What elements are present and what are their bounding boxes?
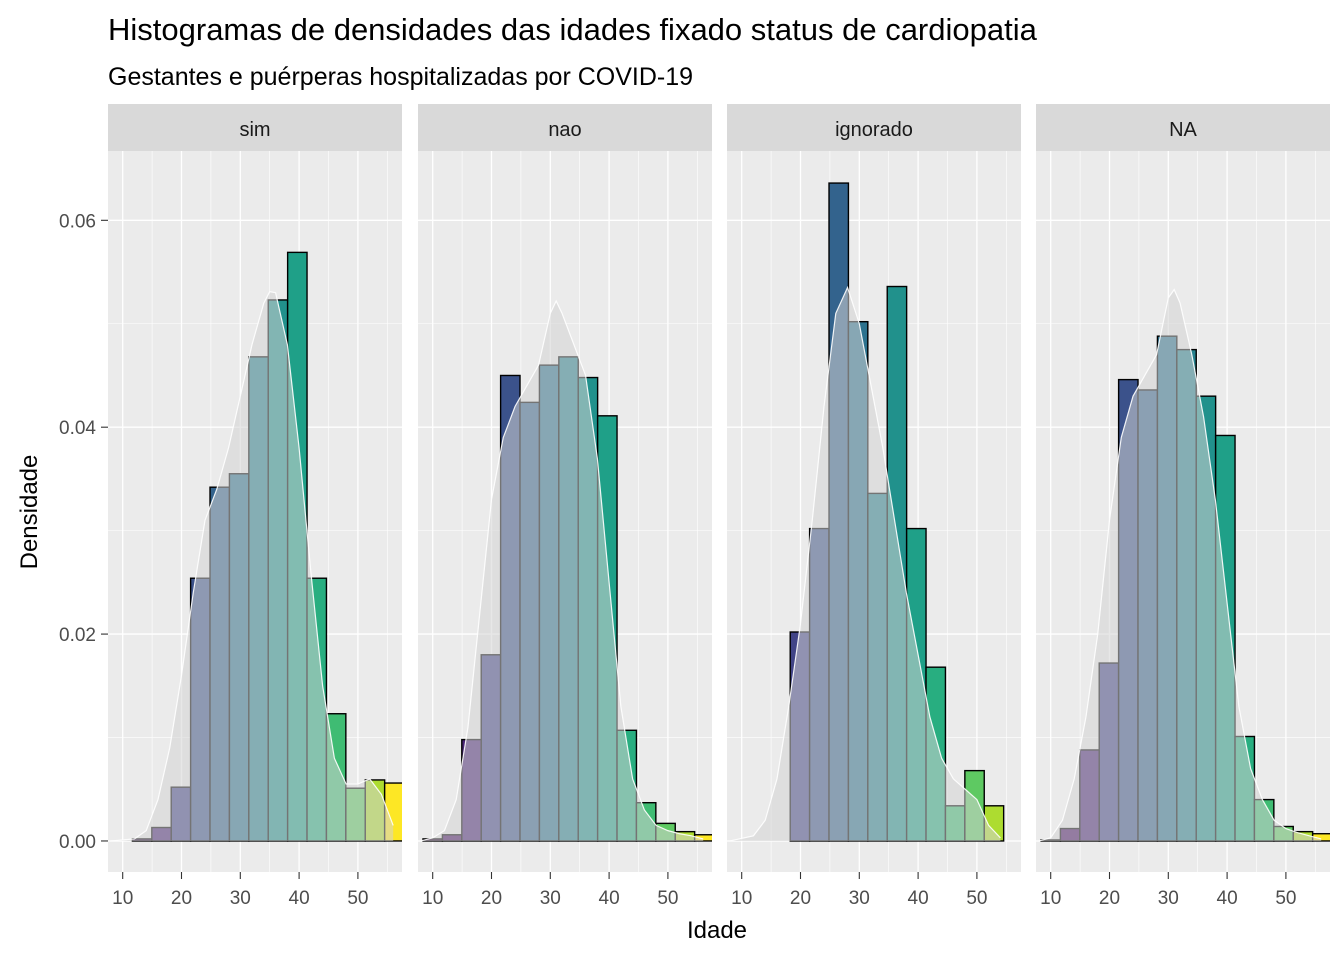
facet-strip-label: NA (1169, 119, 1197, 141)
x-tick-label: 20 (1099, 888, 1120, 909)
facet-strip-label: nao (548, 119, 581, 141)
x-tick-label: 40 (599, 888, 620, 909)
x-tick-label: 10 (731, 888, 752, 909)
x-tick-label: 40 (908, 888, 929, 909)
x-tick-label: 50 (347, 888, 368, 909)
x-tick-label: 40 (289, 888, 310, 909)
panel-plot-area (1036, 151, 1330, 872)
y-tick-label: 0.02 (59, 625, 96, 646)
x-tick-label: 30 (849, 888, 870, 909)
y-tick-label: 0.04 (59, 418, 96, 439)
facet-strip (418, 104, 712, 151)
x-tick-label: 20 (790, 888, 811, 909)
x-tick-label: 30 (540, 888, 561, 909)
density-curve (729, 285, 1001, 842)
facet-panels: sim 10 20 30 40 50 nao 10 20 30 40 50 ignorado 10 20 30… (108, 104, 1330, 909)
x-tick-label: 20 (481, 888, 502, 909)
x-tick-label: 50 (657, 888, 678, 909)
x-tick-label: 20 (171, 888, 192, 909)
x-tick-label: 10 (422, 888, 443, 909)
density-curve (420, 299, 704, 842)
x-tick-label: 10 (112, 888, 133, 909)
facet-strip (1036, 104, 1330, 151)
y-axis: 0.00 0.02 0.04 0.06 (59, 211, 108, 853)
facet-strip-label: sim (239, 119, 270, 141)
panel-plot-area (727, 151, 1021, 872)
facet-panel-sim: sim 10 20 30 40 50 (108, 104, 402, 909)
facet-panel-nao: nao 10 20 30 40 50 (418, 104, 712, 909)
density-area (420, 300, 704, 841)
density-curve (110, 291, 394, 842)
facet-strip (108, 104, 402, 151)
facet-strip-label: ignorado (835, 119, 913, 141)
y-tick-label: 0.06 (59, 211, 96, 232)
facet-panel-na: NA 10 20 30 40 50 (1036, 104, 1330, 909)
x-tick-label: 50 (1275, 888, 1296, 909)
y-axis-title: Densidade (16, 455, 43, 570)
chart-subtitle: Gestantes e puérperas hospitalizadas por… (108, 63, 693, 91)
x-axis-title: Idade (687, 917, 747, 944)
density-area (729, 287, 1001, 841)
panel-plot-area (418, 151, 712, 872)
facet-strip (727, 104, 1021, 151)
facet-panel-ignorado: ignorado 10 20 30 40 50 (727, 104, 1021, 909)
x-tick-label: 30 (230, 888, 251, 909)
panel-plot-area (108, 151, 402, 872)
density-area (110, 291, 394, 841)
x-tick-label: 10 (1040, 888, 1061, 909)
x-tick-label: 30 (1158, 888, 1179, 909)
y-tick-label: 0.00 (59, 832, 96, 853)
x-tick-label: 40 (1217, 888, 1238, 909)
chart-title: Histogramas de densidades das idades fix… (108, 12, 1038, 47)
density-area (1038, 289, 1322, 841)
density-curve (1038, 288, 1322, 842)
x-tick-label: 50 (966, 888, 987, 909)
